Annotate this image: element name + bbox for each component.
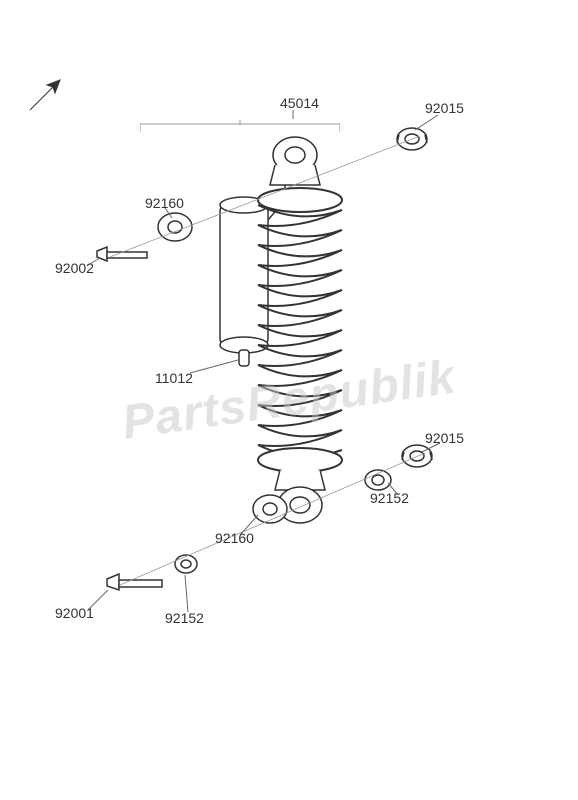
label-92152-left: 92152 (165, 610, 204, 626)
bolt-upper (95, 243, 150, 273)
label-92160-upper: 92160 (145, 195, 184, 211)
spring-coil (258, 188, 342, 472)
label-92152-right: 92152 (370, 490, 409, 506)
upper-eye-mount (270, 137, 320, 185)
parts-diagram: 45014 92015 92160 92002 11012 92015 9215… (0, 0, 578, 800)
label-92002: 92002 (55, 260, 94, 276)
nut-upper (395, 125, 430, 158)
cap-valve (235, 348, 253, 375)
nut-lower (400, 442, 435, 475)
damper-upper (155, 210, 195, 250)
direction-arrow-icon (25, 75, 65, 120)
label-45014: 45014 (280, 95, 319, 111)
bolt-lower (105, 570, 165, 603)
collar-lower-left (172, 552, 200, 581)
assembly-bracket (140, 119, 340, 129)
label-92001: 92001 (55, 605, 94, 621)
shock-absorber-assembly (200, 130, 380, 555)
label-92015-lower: 92015 (425, 430, 464, 446)
damper-lower (250, 492, 290, 532)
label-92160-lower: 92160 (215, 530, 254, 546)
label-92015-upper: 92015 (425, 100, 464, 116)
label-11012: 11012 (155, 370, 193, 386)
